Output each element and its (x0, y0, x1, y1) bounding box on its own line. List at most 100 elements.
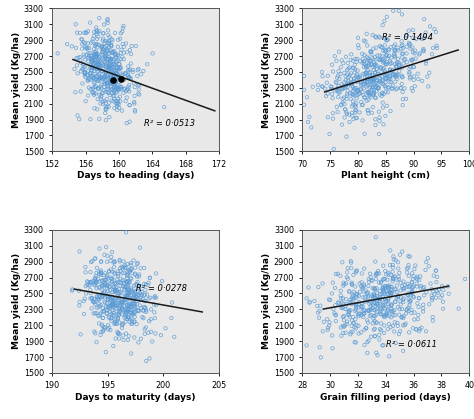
Point (100, 251, 108, 258)
Point (399, 296, 407, 303)
Point (339, 313, 346, 320)
Point (91, 54, 99, 60)
Point (376, 43, 384, 49)
Point (368, 55, 376, 62)
Point (413, 283, 421, 290)
Point (350, 75, 358, 82)
Point (114, 279, 121, 286)
Point (363, 75, 371, 82)
Point (407, 64, 414, 70)
Point (115, 75, 123, 81)
Point (93, 106, 101, 113)
Point (96, 75, 103, 81)
Point (408, 270, 416, 277)
Point (100, 272, 108, 279)
Point (328, 332, 336, 339)
Point (110, 312, 118, 319)
Point (91, 57, 99, 64)
Point (109, 37, 116, 44)
Point (110, 70, 118, 77)
Point (389, 323, 397, 329)
Point (128, 321, 135, 327)
Point (104, 253, 111, 259)
Point (397, 294, 405, 301)
Point (378, 68, 385, 75)
Point (331, 285, 339, 291)
Point (376, 305, 384, 312)
Point (94, 68, 102, 75)
Point (109, 297, 117, 304)
Point (106, 114, 113, 121)
Point (123, 279, 131, 285)
Point (351, 85, 359, 91)
Point (342, 329, 349, 336)
Point (378, 57, 385, 63)
Point (392, 72, 399, 78)
Point (399, 74, 406, 80)
Point (348, 281, 356, 287)
Point (82, 44, 89, 51)
Point (130, 282, 138, 289)
Point (357, 79, 365, 86)
Point (365, 307, 373, 313)
Point (370, 67, 378, 73)
Point (315, 314, 323, 321)
Point (106, 61, 114, 67)
Point (334, 72, 342, 79)
Point (110, 105, 118, 111)
Point (382, 88, 390, 95)
Point (87, 290, 94, 297)
Point (334, 299, 342, 306)
Point (362, 38, 369, 45)
Point (95, 15, 103, 21)
Point (94, 43, 101, 50)
Point (112, 80, 119, 86)
Point (392, 63, 400, 70)
Point (110, 258, 118, 264)
Point (119, 297, 127, 304)
Point (323, 79, 331, 86)
Point (387, 302, 395, 308)
Point (149, 50, 156, 57)
Point (384, 290, 392, 297)
Point (116, 305, 123, 311)
Point (107, 84, 115, 91)
Point (93, 36, 101, 42)
Point (351, 102, 359, 109)
Point (356, 74, 364, 81)
Point (116, 279, 123, 285)
Point (346, 90, 354, 96)
Point (353, 100, 360, 107)
Point (344, 83, 351, 90)
Point (374, 268, 382, 274)
Point (101, 300, 109, 306)
Point (119, 277, 127, 284)
Point (82, 98, 90, 104)
Point (93, 27, 100, 34)
Point (131, 100, 138, 107)
Point (120, 264, 128, 270)
Point (140, 315, 147, 321)
Point (128, 51, 135, 57)
Point (104, 326, 112, 333)
Point (383, 277, 391, 283)
Point (381, 18, 388, 24)
Point (103, 86, 110, 93)
Point (98, 282, 106, 289)
Point (116, 256, 123, 263)
Point (415, 277, 423, 283)
Point (396, 328, 404, 335)
Point (123, 297, 130, 304)
Point (338, 86, 346, 93)
Point (394, 323, 401, 329)
Point (125, 287, 132, 294)
Point (331, 302, 339, 309)
Point (109, 80, 116, 86)
Point (352, 325, 360, 332)
Point (133, 261, 141, 268)
Point (105, 103, 112, 110)
Point (349, 293, 356, 300)
Point (104, 39, 111, 45)
Point (112, 59, 120, 65)
Point (102, 69, 110, 76)
